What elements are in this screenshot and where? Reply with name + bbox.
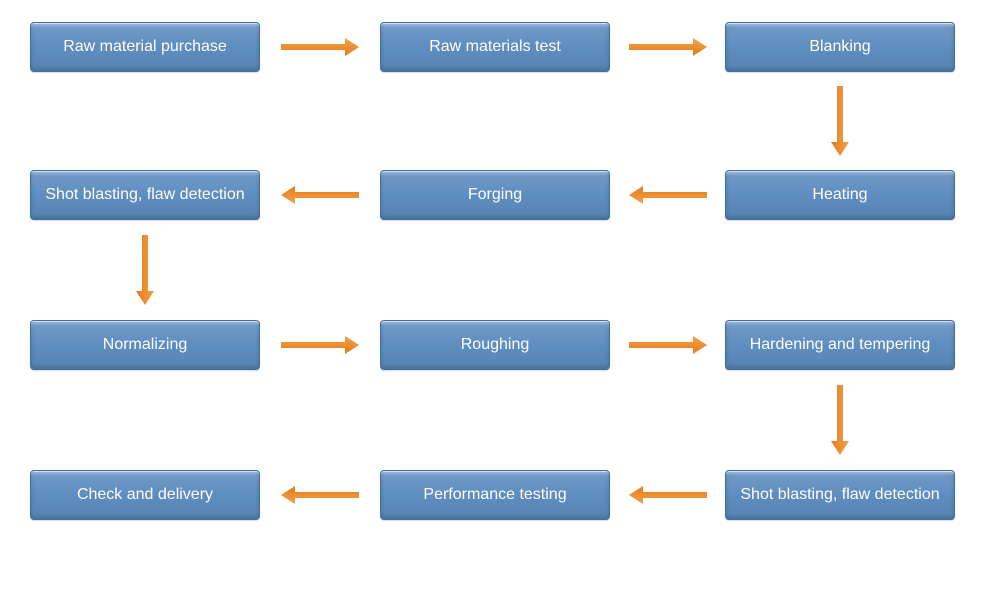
- flow-arrow-n5-n6: [281, 186, 359, 209]
- flow-node-n11: Performance testing: [380, 470, 610, 520]
- flow-node-n8: Roughing: [380, 320, 610, 370]
- flow-node-label: Heating: [812, 185, 867, 204]
- flow-arrow-n10-n11: [629, 486, 707, 509]
- flow-node-n10: Shot blasting, flaw detection: [725, 470, 955, 520]
- flow-node-n6: Shot blasting, flaw detection: [30, 170, 260, 220]
- flow-node-label: Normalizing: [103, 335, 187, 354]
- flow-node-n12: Check and delivery: [30, 470, 260, 520]
- flow-node-label: Blanking: [809, 37, 870, 56]
- flow-node-label: Shot blasting, flaw detection: [45, 185, 244, 204]
- flow-node-n9: Hardening and tempering: [725, 320, 955, 370]
- flowchart-canvas: Raw material purchase Raw materials test B…: [0, 0, 981, 591]
- flow-node-label: Shot blasting, flaw detection: [740, 485, 939, 504]
- flow-node-label: Check and delivery: [77, 485, 213, 504]
- flow-node-n2: Raw materials test: [380, 22, 610, 72]
- flow-arrow-n8-n9: [629, 336, 707, 359]
- flow-node-label: Raw materials test: [429, 37, 561, 56]
- flow-node-n4: Heating: [725, 170, 955, 220]
- flow-arrow-n11-n12: [281, 486, 359, 509]
- flow-arrow-n6-n7: [110, 261, 180, 284]
- flow-arrow-n7-n8: [281, 336, 359, 359]
- flow-node-label: Raw material purchase: [63, 37, 227, 56]
- flow-node-n5: Forging: [380, 170, 610, 220]
- flow-node-label: Roughing: [461, 335, 530, 354]
- flow-node-label: Performance testing: [423, 485, 566, 504]
- flow-node-label: Hardening and tempering: [750, 335, 931, 354]
- flow-node-n3: Blanking: [725, 22, 955, 72]
- flow-arrow-n3-n4: [805, 112, 875, 135]
- flow-node-n7: Normalizing: [30, 320, 260, 370]
- flow-arrow-n9-n10: [805, 411, 875, 434]
- flow-arrow-n2-n3: [629, 38, 707, 61]
- flow-arrow-n1-n2: [281, 38, 359, 61]
- flow-arrow-n4-n5: [629, 186, 707, 209]
- flow-node-n1: Raw material purchase: [30, 22, 260, 72]
- flow-node-label: Forging: [468, 185, 522, 204]
